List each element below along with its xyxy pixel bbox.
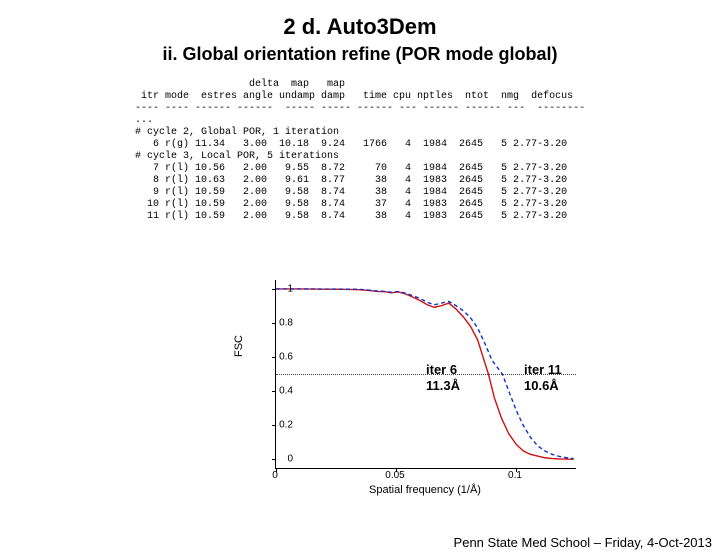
y-tick-label: 0 [287,454,293,465]
y-tick-mark [272,459,276,460]
x-tick-label: 0.1 [508,470,522,481]
y-tick-label: 0.6 [279,351,293,362]
fsc-chart: FSC Spatial frequency (1/Å) iter 611.3Åi… [235,272,595,502]
chart-annotation: iter 611.3Å [426,362,460,395]
y-axis-label: FSC [233,335,245,357]
page-subtitle: ii. Global orientation refine (POR mode … [0,44,720,65]
y-tick-mark [272,323,276,324]
y-tick-mark [272,357,276,358]
y-tick-mark [272,425,276,426]
footer-text: Penn State Med School – Friday, 4-Oct-20… [454,535,712,550]
y-tick-mark [272,391,276,392]
y-tick-mark [272,289,276,290]
plot-area: iter 611.3Å iter 1110.6Å [275,280,576,469]
y-tick-label: 0.8 [279,317,293,328]
page-title: 2 d. Auto3Dem [0,14,720,40]
x-axis-label: Spatial frequency (1/Å) [275,484,575,496]
y-tick-label: 0.2 [279,420,293,431]
chart-annotation: iter 1110.6Å [524,362,562,395]
y-tick-label: 1 [287,283,293,294]
y-tick-label: 0.4 [279,386,293,397]
x-tick-label: 0.05 [385,470,404,481]
x-tick-label: 0 [272,470,278,481]
iteration-table: delta map map itr mode estres angle unda… [135,79,720,223]
